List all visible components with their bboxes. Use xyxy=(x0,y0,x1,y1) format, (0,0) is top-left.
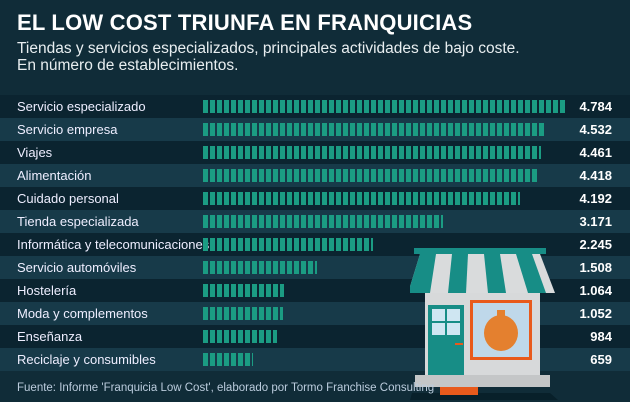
value-label: 4.461 xyxy=(579,145,612,160)
chart-title: EL LOW COST TRIUNFA EN FRANQUICIAS xyxy=(17,10,473,35)
category-label: Viajes xyxy=(17,145,53,160)
shop-illustration xyxy=(410,248,558,400)
category-label: Servicio empresa xyxy=(17,122,118,137)
value-label: 4.418 xyxy=(579,168,612,183)
value-label: 1.052 xyxy=(579,306,612,321)
bar xyxy=(203,261,317,274)
bar xyxy=(203,146,541,159)
category-label: Informática y telecomunicaciones xyxy=(17,237,210,252)
bar-row: Informática y telecomunicaciones 2.245 xyxy=(0,233,630,256)
value-label: 4.784 xyxy=(579,99,612,114)
value-label: 3.171 xyxy=(579,214,612,229)
category-label: Reciclaje y consumibles xyxy=(17,352,156,367)
bar xyxy=(203,100,565,113)
bar xyxy=(203,123,546,136)
bar-row: Cuidado personal 4.192 xyxy=(0,187,630,210)
category-label: Alimentación xyxy=(17,168,92,183)
category-label: Servicio especializado xyxy=(17,99,146,114)
subtitle-line-2: En número de establecimientos. xyxy=(17,57,239,74)
bar-row: Alimentación 4.418 xyxy=(0,164,630,187)
value-label: 984 xyxy=(590,329,612,344)
value-label: 2.245 xyxy=(579,237,612,252)
category-label: Servicio automóviles xyxy=(17,260,137,275)
bar-row: Servicio especializado 4.784 xyxy=(0,95,630,118)
bar xyxy=(203,238,373,251)
bar-row: Servicio empresa 4.532 xyxy=(0,118,630,141)
category-label: Cuidado personal xyxy=(17,191,119,206)
bar xyxy=(203,192,520,205)
bar-row: Tienda especializada 3.171 xyxy=(0,210,630,233)
bar xyxy=(203,284,284,297)
value-label: 1.508 xyxy=(579,260,612,275)
value-label: 4.532 xyxy=(579,122,612,137)
chart-subtitle: Tiendas y servicios especializados, prin… xyxy=(17,40,520,74)
category-label: Moda y complementos xyxy=(17,306,148,321)
bar-row: Viajes 4.461 xyxy=(0,141,630,164)
subtitle-line-1: Tiendas y servicios especializados, prin… xyxy=(17,40,520,57)
value-label: 1.064 xyxy=(579,283,612,298)
bar xyxy=(203,330,277,343)
bar xyxy=(203,169,537,182)
bar xyxy=(203,215,443,228)
value-label: 4.192 xyxy=(579,191,612,206)
bar xyxy=(203,307,283,320)
category-label: Enseñanza xyxy=(17,329,83,344)
category-label: Hostelería xyxy=(17,283,77,298)
source-note: Fuente: Informe 'Franquicia Low Cost', e… xyxy=(17,382,435,394)
value-label: 659 xyxy=(590,352,612,367)
category-label: Tienda especializada xyxy=(17,214,139,229)
bar xyxy=(203,353,253,366)
